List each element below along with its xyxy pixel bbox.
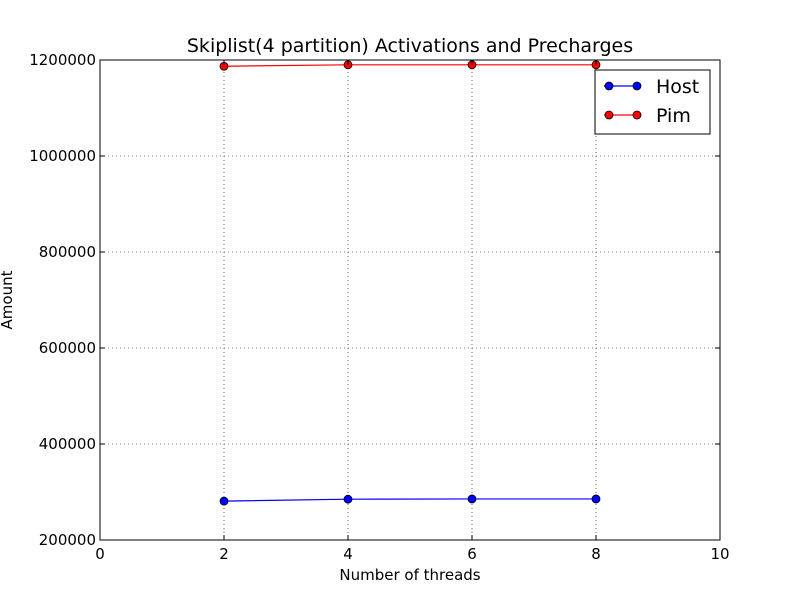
x-tick-label: 10 bbox=[710, 545, 729, 563]
x-tick-label: 6 bbox=[467, 545, 477, 563]
axis-ticks: 0 2 4 6 8 10 200000 400000 600000 800000 1000000 12… bbox=[29, 51, 729, 563]
y-tick-label: 800000 bbox=[39, 243, 96, 261]
legend-marker bbox=[632, 81, 642, 91]
legend-label-host: Host bbox=[656, 76, 699, 98]
x-tick-label: 8 bbox=[591, 545, 601, 563]
y-tick-label: 600000 bbox=[39, 339, 96, 357]
pim-series-line bbox=[223, 64, 596, 67]
legend-marker bbox=[632, 110, 642, 120]
legend-marker bbox=[604, 81, 614, 91]
y-axis-label: Amount bbox=[0, 270, 16, 329]
y-tick-label: 400000 bbox=[39, 435, 96, 453]
host-data-point bbox=[219, 496, 229, 506]
x-tick-label: 2 bbox=[219, 545, 229, 563]
plot-area-frame bbox=[99, 59, 721, 541]
host-data-point bbox=[343, 494, 353, 504]
grid-lines bbox=[100, 60, 720, 540]
legend-item-host: Host bbox=[604, 76, 699, 98]
series-pim bbox=[219, 60, 601, 71]
series-host bbox=[219, 494, 601, 506]
legend-box bbox=[594, 69, 711, 135]
x-tick-label: 4 bbox=[343, 545, 353, 563]
series-layer bbox=[219, 60, 601, 506]
host-series-line bbox=[223, 498, 596, 502]
host-data-point bbox=[591, 494, 601, 504]
legend: Host Pim bbox=[594, 69, 711, 135]
chart-title: Skiplist(4 partition) Activations and Pr… bbox=[187, 35, 633, 57]
legend-marker bbox=[604, 110, 614, 120]
host-data-point bbox=[467, 494, 477, 504]
y-tick-label: 1000000 bbox=[29, 147, 96, 165]
x-axis-label: Number of threads bbox=[339, 566, 480, 584]
y-tick-label: 1200000 bbox=[29, 51, 96, 69]
legend-label-pim: Pim bbox=[656, 105, 691, 127]
y-tick-label: 200000 bbox=[39, 531, 96, 549]
legend-item-pim: Pim bbox=[604, 105, 691, 127]
x-tick-label: 0 bbox=[95, 545, 105, 563]
